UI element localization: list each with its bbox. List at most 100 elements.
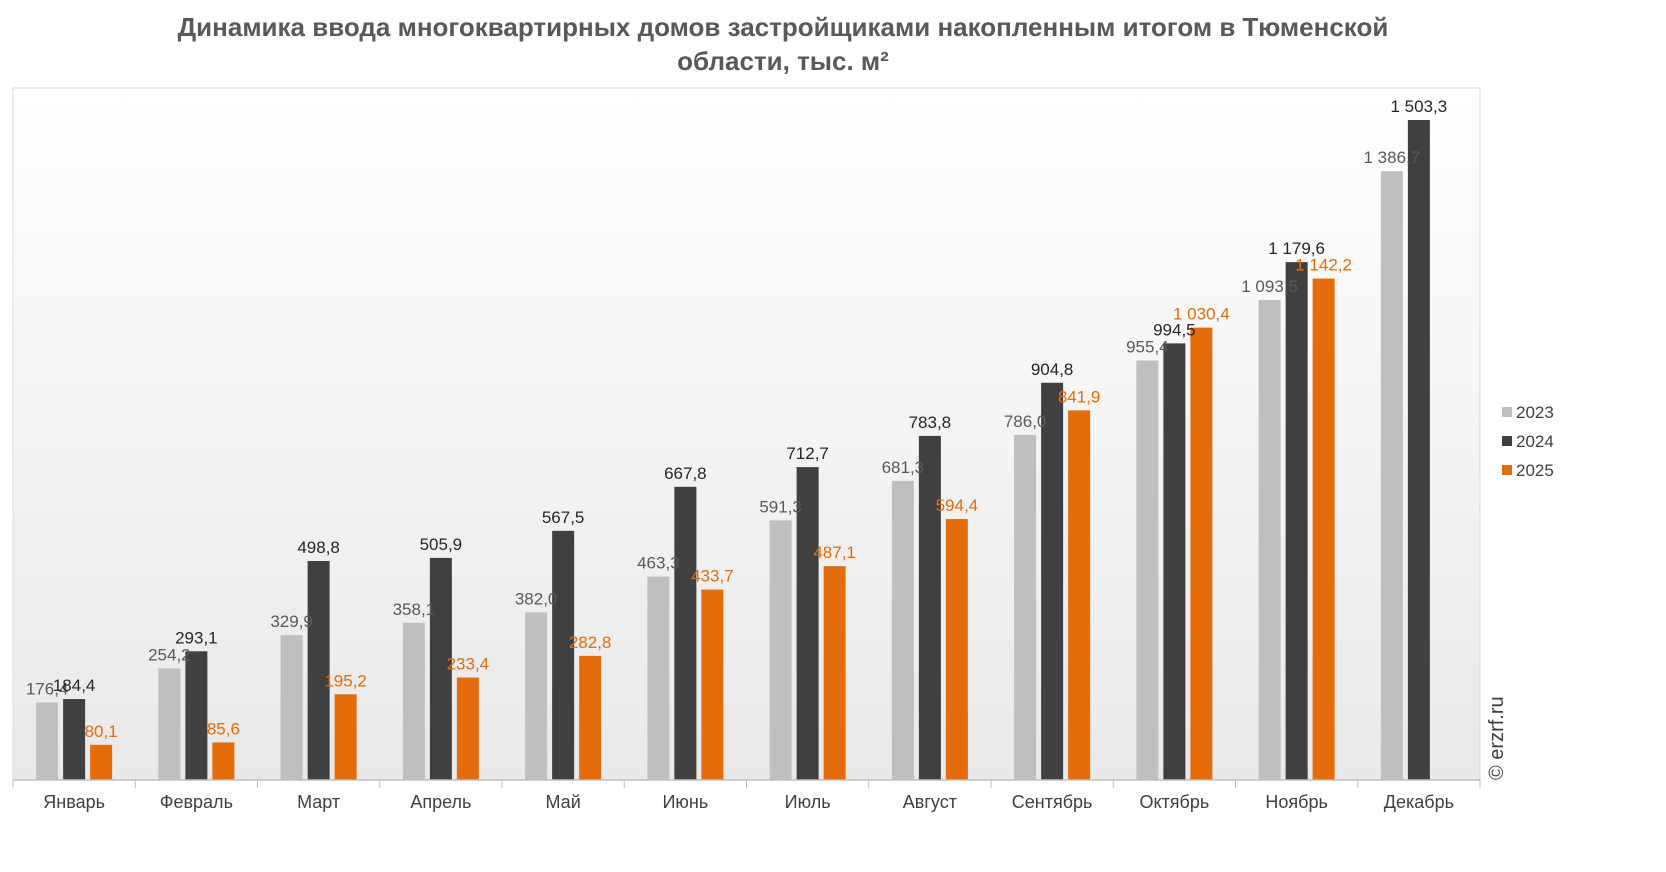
chart-title-line: Динамика ввода многоквартирных домов зас… — [178, 12, 1389, 42]
bar-2023-Сентябрь — [1014, 434, 1037, 780]
bar-2025-Май — [579, 655, 602, 780]
bar-2023-Май — [525, 612, 548, 780]
bar-2023-Декабрь — [1380, 171, 1403, 780]
value-label-2025-Январь: 80,1 — [85, 722, 118, 741]
x-tick-label-Март: Март — [297, 792, 340, 812]
bar-2024-Февраль — [185, 651, 208, 780]
bar-2023-Октябрь — [1136, 360, 1159, 780]
value-label-2024-Апрель: 505,9 — [420, 535, 463, 554]
bar-2023-Ноябрь — [1258, 299, 1281, 780]
legend-label-2023: 2023 — [1516, 403, 1554, 422]
value-label-2024-Июнь: 667,8 — [664, 464, 707, 483]
value-label-2023-Октябрь: 955,4 — [1126, 338, 1169, 357]
bar-2023-Апрель — [402, 622, 425, 780]
value-label-2024-Февраль: 293,1 — [175, 628, 218, 647]
value-label-2023-Ноябрь: 1 093,5 — [1241, 277, 1298, 296]
bar-2025-Апрель — [456, 677, 479, 780]
bar-2024-Декабрь — [1407, 120, 1430, 780]
value-label-2025-Июнь: 433,7 — [691, 567, 734, 586]
value-label-2023-Февраль: 254,2 — [148, 645, 191, 664]
value-label-2023-Декабрь: 1 386,7 — [1364, 148, 1421, 167]
value-label-2025-Апрель: 233,4 — [447, 655, 490, 674]
x-tick-label-Октябрь: Октябрь — [1139, 792, 1209, 812]
x-tick-label-Август: Август — [903, 792, 957, 812]
bar-2024-Ноябрь — [1285, 262, 1308, 780]
bar-2025-Август — [945, 519, 968, 780]
bar-2025-Ноябрь — [1312, 278, 1335, 780]
value-label-2025-Октябрь: 1 030,4 — [1173, 305, 1230, 324]
x-tick-label-Декабрь: Декабрь — [1384, 792, 1454, 812]
legend-swatch-2025 — [1502, 465, 1512, 475]
value-label-2025-Ноябрь: 1 142,2 — [1295, 256, 1352, 275]
x-axis-ticks — [12, 780, 1481, 788]
chart-title: Динамика ввода многоквартирных домов зас… — [178, 12, 1389, 76]
bar-2023-Январь — [36, 702, 59, 780]
value-label-2023-Сентябрь: 786,0 — [1004, 412, 1047, 431]
bar-2024-Апрель — [429, 557, 452, 780]
legend-swatch-2024 — [1502, 436, 1512, 446]
value-label-2023-Август: 681,3 — [882, 458, 925, 477]
bar-2024-Март — [307, 561, 330, 780]
x-tick-label-Июль: Июль — [785, 792, 831, 812]
value-label-2023-Июль: 591,3 — [759, 497, 802, 516]
bar-2024-Сентябрь — [1041, 382, 1064, 780]
bar-2024-Август — [918, 435, 941, 780]
bar-2025-Март — [334, 694, 357, 780]
value-label-2023-Январь: 176,4 — [26, 680, 69, 699]
value-label-2025-Август: 594,4 — [936, 496, 979, 515]
value-label-2024-Июль: 712,7 — [786, 444, 829, 463]
bars — [36, 120, 1430, 780]
bar-2023-Февраль — [158, 668, 181, 780]
bar-2024-Июнь — [674, 486, 697, 780]
value-label-2024-Сентябрь: 904,8 — [1031, 360, 1074, 379]
value-label-2025-Март: 195,2 — [324, 671, 367, 690]
x-tick-label-Апрель: Апрель — [410, 792, 471, 812]
x-tick-label-Январь: Январь — [43, 792, 105, 812]
chart-title-line: области, тыс. м² — [677, 46, 889, 76]
legend-label-2025: 2025 — [1516, 461, 1554, 480]
bar-2024-Январь — [63, 699, 86, 780]
value-label-2023-Март: 329,9 — [270, 612, 313, 631]
bar-2023-Август — [891, 480, 914, 780]
value-label-2024-Март: 498,8 — [297, 538, 340, 557]
value-label-2025-Февраль: 85,6 — [207, 719, 240, 738]
bar-2024-Май — [552, 530, 575, 780]
value-label-2023-Апрель: 358,1 — [393, 600, 436, 619]
legend-swatch-2023 — [1502, 407, 1512, 417]
value-label-2024-Январь: 184,4 — [53, 676, 96, 695]
value-label-2023-Май: 382,0 — [515, 589, 558, 608]
bar-2023-Июль — [769, 520, 792, 780]
plot-area — [12, 87, 1481, 781]
value-label-2024-Май: 567,5 — [542, 508, 585, 527]
bar-2024-Октябрь — [1163, 343, 1186, 780]
x-tick-label-Февраль: Февраль — [160, 792, 233, 812]
x-tick-label-Май: Май — [545, 792, 580, 812]
bar-2025-Июль — [823, 566, 846, 780]
bar-2023-Июнь — [647, 576, 670, 780]
x-tick-label-Сентябрь: Сентябрь — [1012, 792, 1093, 812]
value-label-2025-Июль: 487,1 — [813, 543, 856, 562]
bar-2025-Октябрь — [1190, 327, 1213, 780]
bar-2025-Январь — [90, 744, 113, 780]
value-label-2025-Май: 282,8 — [569, 633, 612, 652]
bar-2025-Сентябрь — [1068, 410, 1091, 780]
bar-2025-Февраль — [212, 742, 235, 780]
value-label-2024-Август: 783,8 — [909, 413, 952, 432]
bar-2023-Март — [280, 635, 303, 780]
x-tick-label-Ноябрь: Ноябрь — [1265, 792, 1327, 812]
x-tick-label-Июнь: Июнь — [662, 792, 708, 812]
value-label-2025-Сентябрь: 841,9 — [1058, 387, 1101, 406]
bar-2025-Июнь — [701, 589, 724, 780]
legend: 2023 2024 2025 — [1502, 403, 1554, 480]
legend-label-2024: 2024 — [1516, 432, 1554, 451]
value-label-2023-Июнь: 463,3 — [637, 554, 680, 573]
value-label-2024-Декабрь: 1 503,3 — [1391, 97, 1448, 116]
watermark: © erzrf.ru — [1486, 696, 1508, 780]
x-axis-tick-labels: Январь Февраль Март Апрель Май Июнь Июль Август… — [43, 792, 1454, 812]
bar-2024-Июль — [796, 467, 819, 780]
value-label-2024-Ноябрь: 1 179,6 — [1268, 239, 1325, 258]
value-label-2024-Октябрь: 994,5 — [1153, 320, 1196, 339]
